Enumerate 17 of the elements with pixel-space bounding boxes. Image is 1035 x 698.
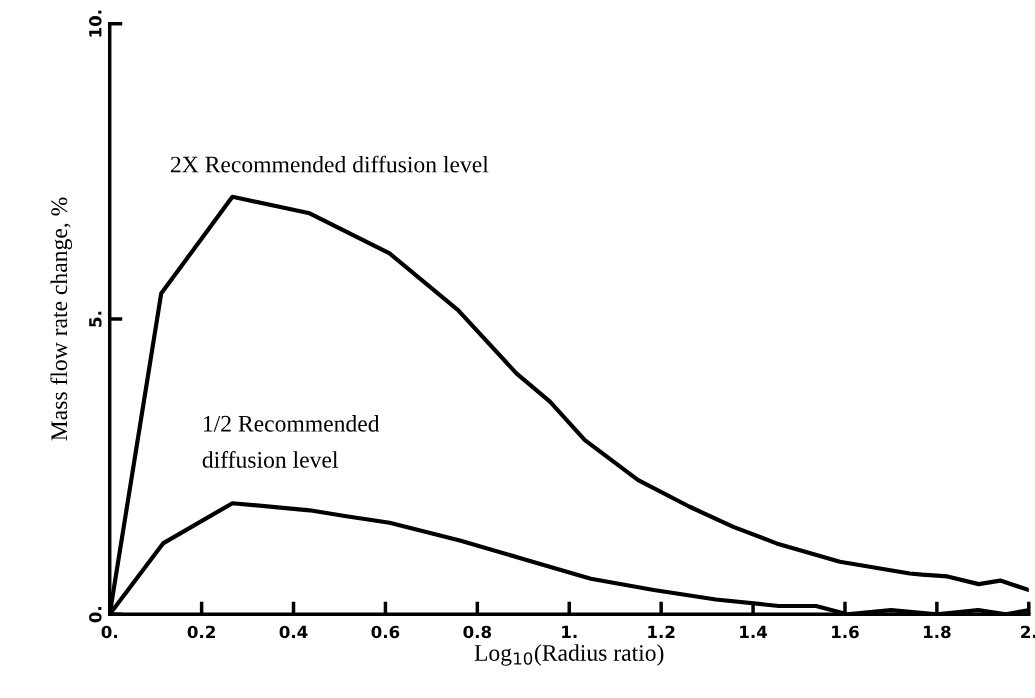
x-tick-label: 0.8 <box>463 625 492 639</box>
x-tick-label: 1. <box>562 625 577 639</box>
x-tick-label: 0.2 <box>187 625 215 639</box>
x-axis-title: Log$_{10}$(Radius ratio) <box>474 644 664 666</box>
y-tick-label: 10. <box>89 10 102 37</box>
y-tick-label: 0. <box>89 606 102 623</box>
x-tick-label: 1.2 <box>648 625 675 639</box>
x-tick-label: 1.4 <box>740 625 768 639</box>
x-tick-label: 0.6 <box>371 625 400 639</box>
text: 2X Recommended diffusion level <box>170 155 489 173</box>
x-tick-label: 0. <box>101 625 117 639</box>
x-tick-label: 0.4 <box>279 625 308 639</box>
y-tick-label: 5. <box>89 311 102 327</box>
x-tick-label: 1.8 <box>924 625 951 639</box>
x-tick-label: 1.6 <box>832 625 859 639</box>
y-axis-title: Mass flow rate change, % <box>50 197 73 441</box>
series-label: 1/2 Recommended diffusion level <box>202 415 380 468</box>
